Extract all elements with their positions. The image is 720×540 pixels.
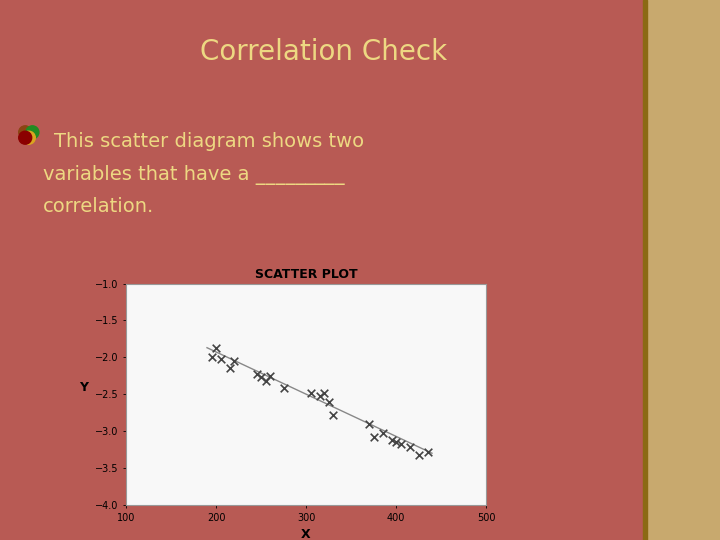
Text: This scatter diagram shows two: This scatter diagram shows two [54, 132, 364, 151]
Point [224, 364, 235, 373]
Point [251, 369, 262, 378]
Point [390, 438, 402, 447]
Point [278, 384, 289, 393]
Point [323, 397, 334, 406]
Text: correlation.: correlation. [43, 197, 155, 216]
Title: SCATTER PLOT: SCATTER PLOT [255, 268, 357, 281]
Point [255, 373, 266, 382]
Point [318, 388, 330, 397]
Point [327, 410, 339, 419]
Point [368, 433, 379, 441]
Point [260, 376, 271, 385]
Point [404, 443, 415, 451]
Point [305, 388, 316, 397]
Y-axis label: Y: Y [79, 381, 88, 394]
Point [228, 356, 240, 365]
Point [413, 451, 424, 460]
Point [377, 429, 388, 437]
Text: Correlation Check: Correlation Check [200, 38, 448, 66]
Point [264, 372, 276, 380]
Point [210, 343, 222, 352]
Point [314, 392, 325, 400]
Point [386, 436, 397, 444]
Point [395, 440, 406, 449]
X-axis label: X: X [301, 528, 311, 540]
Point [364, 420, 375, 428]
Text: variables that have a _________: variables that have a _________ [43, 165, 345, 185]
Point [422, 448, 433, 456]
Point [215, 354, 226, 363]
Point [206, 353, 217, 362]
